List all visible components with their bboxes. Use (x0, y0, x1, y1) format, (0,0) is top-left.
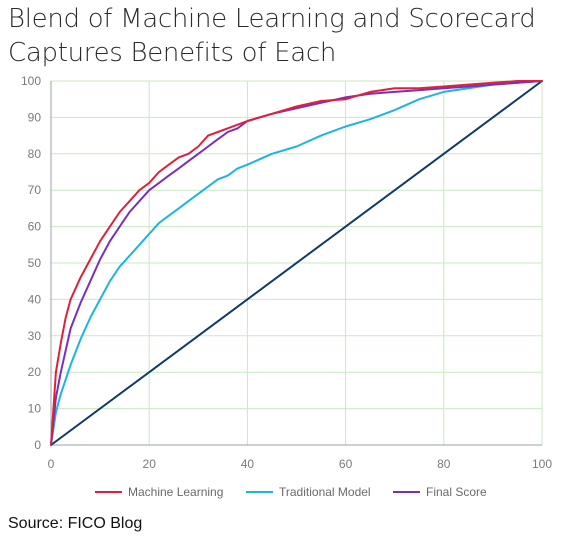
series-line-machine-learning (50, 80, 543, 446)
x-tick-label: 0 (48, 457, 55, 471)
x-tick-label: 100 (532, 457, 552, 471)
chart-axes: 0 10 20 30 40 50 60 70 80 90 100 0 20 40 60 80 100 (21, 74, 552, 471)
legend-label: Traditional Model (279, 485, 371, 499)
y-tick-label: 100 (21, 74, 41, 88)
chart-grid (51, 80, 543, 445)
y-tick-label: 0 (34, 438, 41, 452)
series-line-traditional-model (50, 80, 543, 446)
y-tick-label: 10 (28, 402, 42, 416)
roc-line-chart: 0 10 20 30 40 50 60 70 80 90 100 0 20 40 60 80 100 Machi… (21, 74, 552, 499)
series-line-baseline (50, 80, 543, 446)
y-tick-label: 80 (28, 147, 42, 161)
y-tick-label: 60 (28, 220, 42, 234)
y-tick-label: 40 (28, 292, 42, 306)
source-note: Source: FICO Blog (8, 515, 143, 532)
y-tick-label: 70 (28, 183, 42, 197)
series-line-final-score (50, 80, 543, 446)
chart-series (50, 80, 543, 446)
chart-title-line-2: Captures Benefits of Each (8, 38, 337, 68)
y-tick-label: 90 (28, 110, 42, 124)
legend-label: Machine Learning (128, 485, 223, 499)
y-tick-label: 20 (28, 365, 42, 379)
x-tick-label: 80 (437, 457, 451, 471)
x-tick-label: 40 (241, 457, 255, 471)
chart-title: Blend of Machine Learning and Scorecard … (8, 2, 536, 70)
y-tick-label: 50 (28, 256, 42, 270)
x-tick-label: 60 (339, 457, 353, 471)
legend-label: Final Score (426, 485, 487, 499)
chart-title-line-1: Blend of Machine Learning and Scorecard (8, 4, 536, 34)
y-tick-label: 30 (28, 329, 42, 343)
chart-legend: Machine Learning Traditional Model Final S… (95, 485, 487, 499)
x-tick-label: 20 (143, 457, 157, 471)
